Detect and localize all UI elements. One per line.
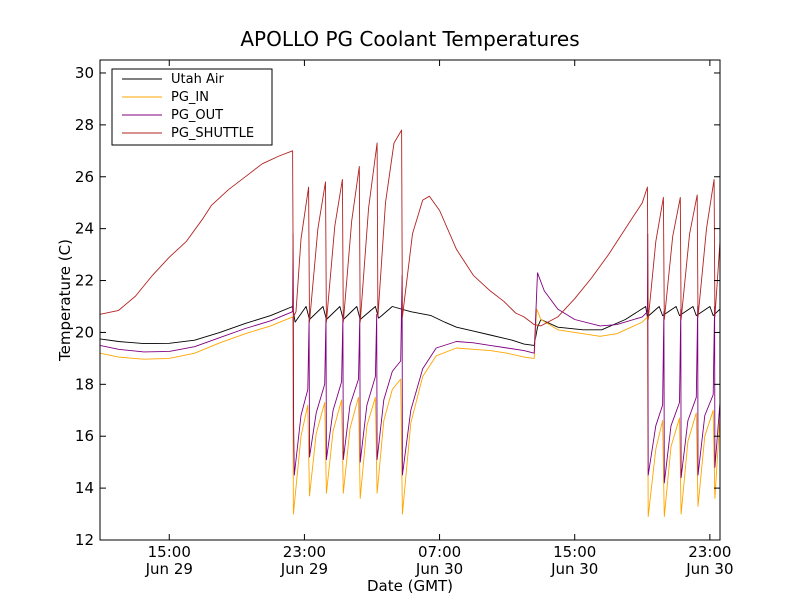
y-tick-label: 14 xyxy=(75,479,94,497)
y-tick-label: 24 xyxy=(75,220,94,238)
y-tick-label: 26 xyxy=(75,168,94,186)
legend-label-pg-out: PG_OUT xyxy=(171,108,223,123)
legend-box xyxy=(111,68,273,146)
series-line-pg-in xyxy=(100,308,720,518)
y-tick-label: 22 xyxy=(75,272,94,290)
series-line-pg-out xyxy=(100,233,720,484)
x-tick-date-label: Jun 30 xyxy=(550,560,598,578)
series-layer xyxy=(100,129,720,518)
legend-label-pg-in: PG_IN xyxy=(171,90,209,105)
y-axis-label: Temperature (C) xyxy=(56,239,74,362)
x-tick-date-label: Jun 29 xyxy=(280,560,328,578)
legend-label-pg-shuttle: PG_SHUTTLE xyxy=(171,126,254,141)
y-tick-label: 12 xyxy=(75,531,94,549)
legend: Utah Air PG_IN PG_OUT PG_SHUTTLE xyxy=(111,68,273,146)
y-tick-label: 28 xyxy=(75,116,94,134)
x-tick-time-label: 15:00 xyxy=(148,543,191,561)
x-tick-date-label: Jun 30 xyxy=(685,560,733,578)
x-tick-date-label: Jun 30 xyxy=(415,560,463,578)
series-line-pg-shuttle xyxy=(100,129,720,327)
x-axis-label: Date (GMT) xyxy=(367,577,453,595)
y-tick-label: 18 xyxy=(75,375,94,393)
y-tick-label: 16 xyxy=(75,427,94,445)
x-tick-time-label: 15:00 xyxy=(553,543,596,561)
x-tick-date-label: Jun 29 xyxy=(145,560,193,578)
x-tick-time-label: 23:00 xyxy=(688,543,731,561)
series-line-utah-air xyxy=(100,306,720,346)
legend-label-utah-air: Utah Air xyxy=(171,72,224,87)
y-tick-label: 20 xyxy=(75,323,94,341)
x-tick-time-label: 23:00 xyxy=(283,543,326,561)
chart-title: APOLLO PG Coolant Temperatures xyxy=(240,27,579,51)
plot-frame xyxy=(99,59,721,541)
x-tick-time-label: 07:00 xyxy=(418,543,461,561)
y-tick-label: 30 xyxy=(75,64,94,82)
